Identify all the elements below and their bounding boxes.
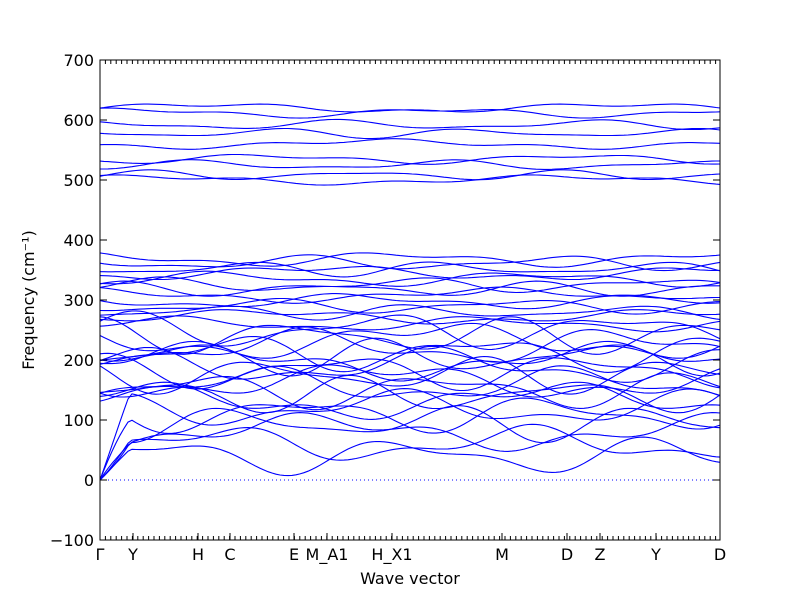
band-line-9 <box>99 252 721 268</box>
band-line-29 <box>99 345 721 383</box>
y-tick-label: 100 <box>63 411 94 430</box>
plot-frame <box>99 59 721 541</box>
y-tick-label: 500 <box>63 171 94 190</box>
band-line-33 <box>99 365 721 402</box>
band-line-23 <box>99 316 721 355</box>
x-tick-label: Z <box>595 545 606 564</box>
y-tick-label: 0 <box>84 471 94 490</box>
x-tick-label: D <box>714 545 726 564</box>
y-axis-label: Frequency (cm⁻¹) <box>19 230 38 369</box>
x-tick-label: D <box>561 545 573 564</box>
x-tick-label: C <box>224 545 235 564</box>
band-line-31 <box>99 355 721 395</box>
band-line-41 <box>99 423 721 481</box>
y-tick-label: 200 <box>63 351 94 370</box>
y-tick-label: −100 <box>50 531 94 550</box>
band-line-13 <box>99 270 721 288</box>
band-line-19 <box>99 304 721 321</box>
band-line-17 <box>99 293 720 310</box>
band-line-20 <box>99 309 721 325</box>
band-line-7 <box>99 169 721 181</box>
band-lines <box>99 103 721 481</box>
band-line-28 <box>99 340 721 382</box>
band-line-35 <box>99 374 721 414</box>
band-line-1 <box>99 107 721 119</box>
band-line-8 <box>99 174 721 186</box>
band-line-14 <box>99 276 721 294</box>
band-line-26 <box>99 335 721 373</box>
y-tick-label: 700 <box>63 51 94 70</box>
band-line-11 <box>100 261 721 278</box>
band-line-24 <box>99 322 721 359</box>
x-tick-label: M_A1 <box>306 545 349 565</box>
band-line-12 <box>99 265 720 281</box>
x-tick-label: Y <box>127 545 138 564</box>
band-line-39 <box>99 405 721 481</box>
y-axis-ticks: −100 0 100 200 300 400 500 600 700 <box>50 51 720 550</box>
x-tick-label: E <box>289 545 299 564</box>
y-tick-label: 300 <box>63 291 94 310</box>
band-line-32 <box>99 364 721 398</box>
x-axis-label: Wave vector <box>360 569 460 588</box>
band-line-42 <box>99 436 721 481</box>
band-line-4 <box>99 138 721 150</box>
x-tick-label: Γ <box>96 545 105 564</box>
band-line-36 <box>99 381 721 420</box>
band-line-3 <box>99 127 721 140</box>
band-line-27 <box>99 337 721 377</box>
band-line-15 <box>99 280 720 297</box>
band-line-25 <box>99 326 721 363</box>
x-tick-label: H <box>192 545 204 564</box>
band-line-10 <box>99 254 721 272</box>
band-line-6 <box>100 159 720 170</box>
x-tick-label: Y <box>650 545 661 564</box>
band-line-2 <box>99 118 721 131</box>
y-tick-label: 600 <box>63 111 94 130</box>
x-tick-label: H_X1 <box>371 545 412 565</box>
band-line-21 <box>99 315 721 333</box>
x-axis-ticks: Γ Y H C E M_A1 H_X1 M D Z Y D <box>96 60 726 565</box>
plot-border <box>99 59 721 541</box>
band-line-37 <box>99 388 721 481</box>
x-tick-label: M <box>495 545 509 564</box>
band-line-34 <box>99 372 721 411</box>
y-tick-label: 400 <box>63 231 94 250</box>
